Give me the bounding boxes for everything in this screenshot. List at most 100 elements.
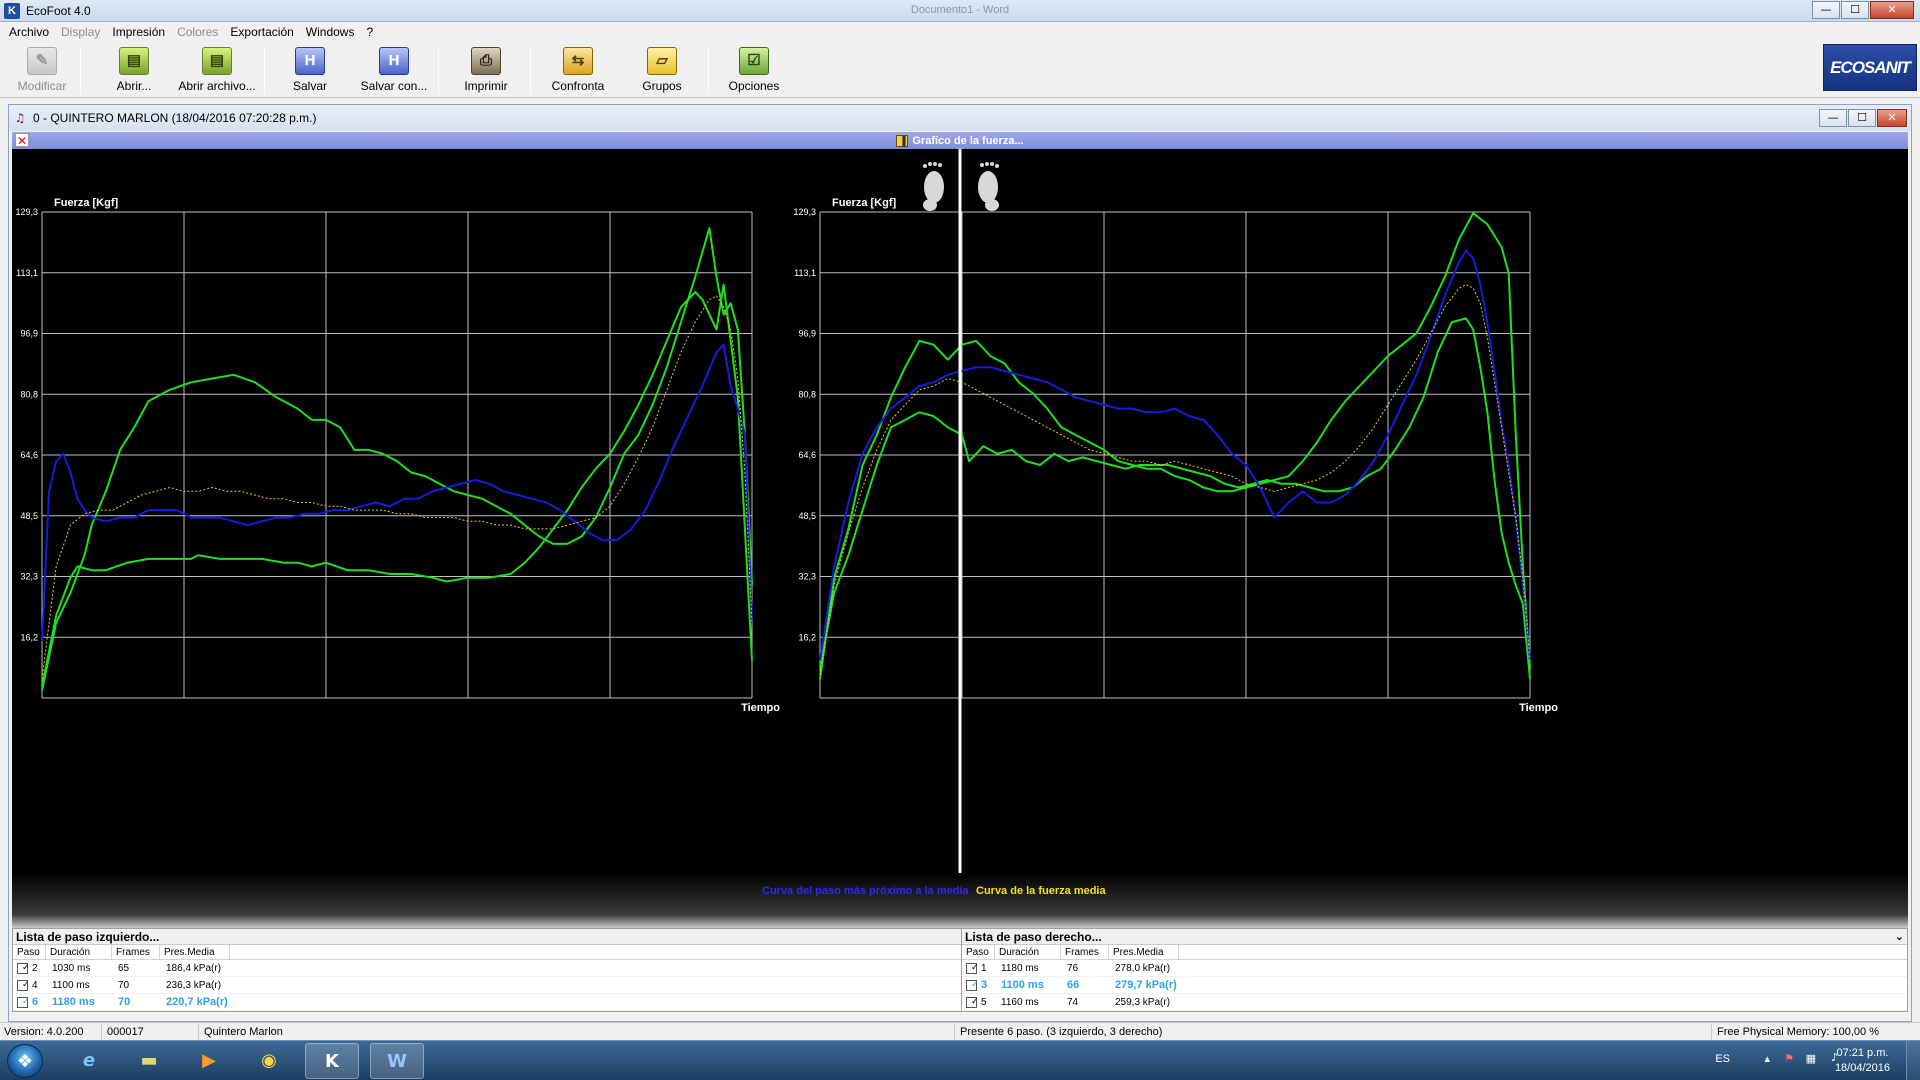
status-version: Version: 4.0.200 <box>0 1024 102 1040</box>
step-checkbox[interactable]: ✓ <box>17 962 30 974</box>
left-step-list-title: Lista de paso izquierdo... <box>13 929 966 945</box>
toolbar-separator <box>438 46 439 94</box>
opciones-button[interactable]: ☑ Opciones <box>724 45 784 97</box>
col-duracion[interactable]: Duración <box>995 945 1061 959</box>
volume-icon[interactable]: ♪ <box>1830 1051 1838 1064</box>
media-player-icon[interactable]: ▶ <box>202 1050 216 1071</box>
clock-date: 18/04/2016 <box>1834 1062 1890 1074</box>
grupos-button[interactable]: ▱ Grupos <box>632 45 692 97</box>
cell-paso: 3 <box>981 979 988 991</box>
imprimir-button[interactable]: ⎙ Imprimir <box>456 45 516 97</box>
maximize-button[interactable]: ☐ <box>1841 1 1869 19</box>
modificar-button[interactable]: ✎ Modificar <box>10 45 74 97</box>
network-icon[interactable]: ▦ <box>1805 1052 1816 1065</box>
legend-nearest-curve: Curva del paso más próximo a la media <box>762 885 969 897</box>
y-tick-label: 32,3 <box>20 572 38 582</box>
abrir-label: Abrir... <box>116 79 152 93</box>
language-indicator[interactable]: ES <box>1715 1053 1730 1065</box>
step-row[interactable]: ✓ 3 1100 ms 66 279,7 kPa(r) <box>962 977 1907 994</box>
series-line-mean <box>41 295 753 680</box>
salvar-label: Salvar <box>292 79 327 93</box>
menu-display[interactable]: Display <box>61 25 101 39</box>
menu-windows[interactable]: Windows <box>305 25 355 39</box>
expand-chevron-icon[interactable]: ⌄ <box>1894 930 1904 943</box>
cell-paso: 5 <box>981 996 987 1008</box>
step-checkbox[interactable]: ✓ <box>966 996 979 1008</box>
child-minimize-button[interactable]: — <box>1819 109 1847 127</box>
step-row[interactable]: ✓ 5 1160 ms 74 259,3 kPa(r) <box>962 994 1907 1011</box>
minimize-button[interactable]: — <box>1812 1 1840 19</box>
chart-panel-icon: ▐ <box>896 134 909 147</box>
menu-impresion[interactable]: Impresión <box>112 25 166 39</box>
toolbar-separator <box>264 46 265 94</box>
step-checkbox[interactable]: ✓ <box>17 979 30 991</box>
col-frames[interactable]: Frames <box>1061 945 1109 959</box>
cell-pres: 186,4 kPa(r) <box>166 962 222 974</box>
step-row[interactable]: ✓ 2 1030 ms 65 186,4 kPa(r) <box>13 960 966 977</box>
legend-background <box>12 873 1908 928</box>
force-charts-svg: 16,2 32,3 48,5 64,6 80,8 96,9 113,1 129,3 Fuerza… <box>15 149 1558 873</box>
footprints-icon <box>923 162 999 211</box>
col-pres-media[interactable]: Pres.Media <box>160 945 230 959</box>
menu-exportacion[interactable]: Exportación <box>230 25 294 39</box>
clock[interactable]: 07:21 p.m. 18/04/2016 <box>1835 1046 1890 1076</box>
menu-archivo[interactable]: Archivo <box>9 25 50 39</box>
y-tick-label: 96,9 <box>20 329 38 339</box>
col-paso[interactable]: Paso <box>13 945 46 959</box>
salvar-con-button[interactable]: H Salvar con... <box>356 45 432 97</box>
cell-duracion: 1100 ms <box>1001 979 1044 991</box>
col-pres-media[interactable]: Pres.Media <box>1109 945 1179 959</box>
close-button[interactable]: ✕ <box>1870 1 1914 19</box>
folder-icon[interactable]: ▬ <box>140 1050 158 1071</box>
action-center-icon[interactable]: ⚑ <box>1784 1052 1794 1065</box>
y-tick-label: 32,3 <box>798 572 816 582</box>
step-checkbox[interactable]: ✓ <box>966 979 979 991</box>
y-tick-label: 16,2 <box>798 632 816 642</box>
salvar-button[interactable]: H Salvar <box>280 45 340 97</box>
col-frames[interactable]: Frames <box>112 945 160 959</box>
col-paso[interactable]: Paso <box>962 945 995 959</box>
abrir-archivo-button[interactable]: ▤ Abrir archivo... <box>174 45 260 97</box>
step-row[interactable]: ✓ 6 1180 ms 70 220,7 kPa(r) <box>13 994 966 1011</box>
panel-close-icon[interactable]: ✕ <box>15 133 29 148</box>
app-icon: K <box>4 2 20 19</box>
open-file-icon: ▤ <box>202 47 232 75</box>
step-checkbox[interactable]: ✓ <box>17 996 30 1008</box>
abrir-button[interactable]: ▤ Abrir... <box>104 45 164 97</box>
series-line-step <box>819 212 1531 680</box>
series-line-step <box>41 227 753 691</box>
menu-help[interactable]: ? <box>366 25 374 39</box>
child-maximize-button[interactable]: ☐ <box>1848 109 1876 127</box>
imprimir-label: Imprimir <box>464 79 508 93</box>
toolbar: ✎ Modificar ▤ Abrir... ▤ Abrir archivo..… <box>0 42 1920 98</box>
y-tick-label: 16,2 <box>20 632 38 642</box>
patient-window-icon: ♫ <box>14 111 26 125</box>
toolbar-separator <box>80 46 81 94</box>
step-row[interactable]: ✓ 1 1180 ms 76 278,0 kPa(r) <box>962 960 1907 977</box>
tray-expand-icon[interactable]: ▴ <box>1764 1052 1770 1065</box>
word-icon[interactable]: W <box>370 1043 424 1079</box>
ecofoot-icon[interactable]: K <box>305 1043 359 1079</box>
y-tick-label: 113,1 <box>16 268 38 278</box>
col-duracion[interactable]: Duración <box>46 945 112 959</box>
cell-pres: 259,3 kPa(r) <box>1115 996 1171 1008</box>
chrome-icon[interactable]: ◉ <box>261 1050 277 1071</box>
start-button[interactable]: ❖ <box>7 1044 43 1078</box>
step-row[interactable]: ✓ 4 1100 ms 70 236,3 kPa(r) <box>13 977 966 994</box>
force-graph-header: ✕ ▐ Grafico de la fuerza... <box>12 132 1908 149</box>
cell-pres: 278,0 kPa(r) <box>1115 962 1171 974</box>
y-tick-label: 129,3 <box>15 207 38 217</box>
show-desktop-button[interactable] <box>1906 1041 1920 1080</box>
step-checkbox[interactable]: ✓ <box>966 962 979 974</box>
force-graph-area: 16,2 32,3 48,5 64,6 80,8 96,9 113,1 129,3 Fuerza… <box>12 149 1908 928</box>
cell-paso: 2 <box>32 962 38 974</box>
child-close-button[interactable]: ✕ <box>1877 109 1907 127</box>
cell-frames: 66 <box>1067 979 1080 991</box>
menu-colores[interactable]: Colores <box>177 25 219 39</box>
window-title: EcoFoot 4.0 <box>26 3 91 18</box>
internet-explorer-icon[interactable]: e <box>82 1050 96 1071</box>
cell-frames: 70 <box>118 996 131 1008</box>
y-tick-label: 113,1 <box>794 268 816 278</box>
confronta-button[interactable]: ⇆ Confronta <box>548 45 608 97</box>
